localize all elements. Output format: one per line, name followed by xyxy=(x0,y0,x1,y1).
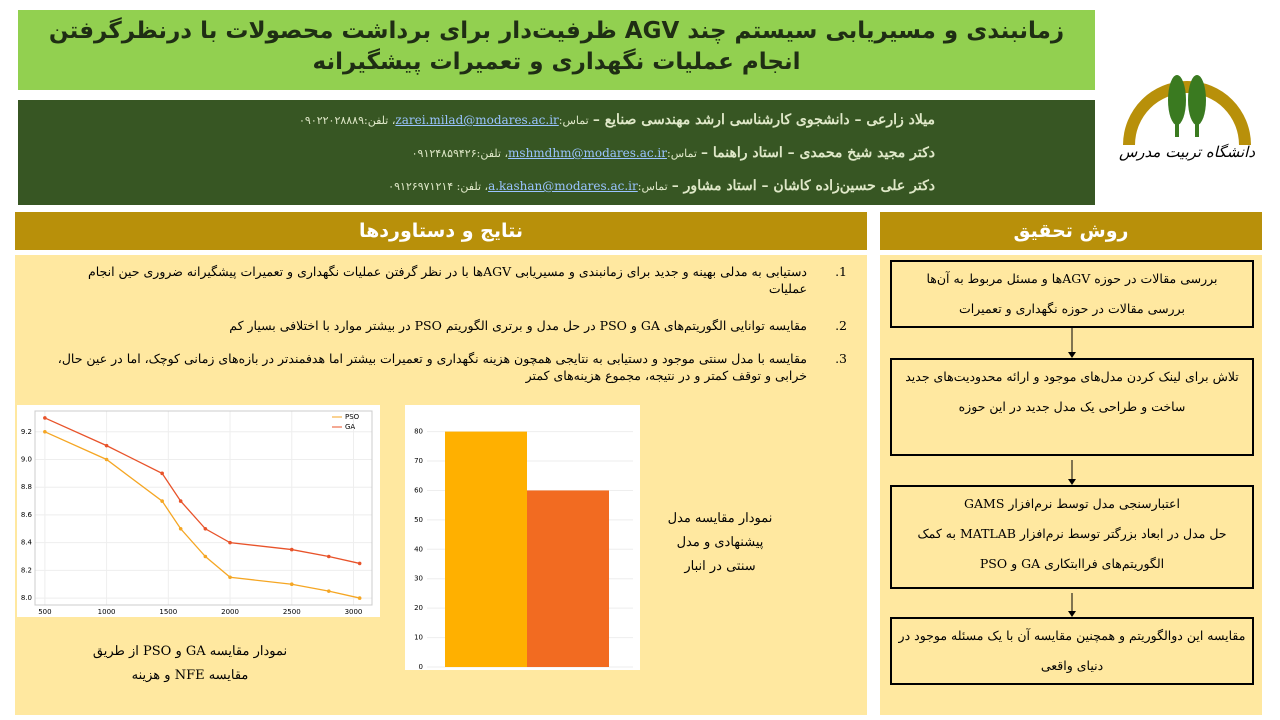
result-item: 3. مقایسه با مدل سنتی موجود و دستیابی به … xyxy=(47,350,847,384)
method-body: بررسی مقالات در حوزه AGVها و مسئل مربوط … xyxy=(880,255,1262,715)
y-tick-label: 80 xyxy=(414,428,423,436)
method-step: مقایسه این دوالگوریتم و همچنین مقایسه آن… xyxy=(890,617,1254,685)
line-chart: 8.0 8.2 8.4 8.6 8.8 9.0 9.2 500 1000 1500 2000 2500… xyxy=(17,405,380,617)
bar-chart-caption: نمودار مقایسه مدل پیشنهادی و مدل سنتی در… xyxy=(667,511,773,574)
logo-text: دانشگاه تربیت مدرس xyxy=(1119,143,1255,161)
point xyxy=(357,561,362,566)
author-line: میلاد زارعی – دانشجوی کارشناسی ارشد مهند… xyxy=(28,104,935,137)
point xyxy=(160,471,164,476)
y-tick-label: 20 xyxy=(414,604,423,612)
step-line: حل مدل در ابعاد بزرگتر توسط نرم‌افزار MA… xyxy=(917,526,1227,571)
step-line: اعتبارسنجی مدل توسط نرم‌افزار GAMS xyxy=(964,496,1180,511)
item-text: مقایسه با مدل سنتی موجود و دستیابی به نت… xyxy=(57,351,807,383)
contact-label: تماس: xyxy=(558,114,589,127)
y-tick-label: 8.4 xyxy=(21,539,33,547)
y-tick-label: 9.2 xyxy=(21,428,32,436)
point xyxy=(357,596,362,600)
bar-chart: 0 10 20 30 40 50 60 70 80 xyxy=(405,405,640,670)
phone: ، تلفن:۰۹۱۲۴۸۵۹۴۲۶ xyxy=(411,147,509,160)
y-tick-label: 8.8 xyxy=(21,483,32,491)
arrow-head xyxy=(1068,611,1076,617)
arrow-head xyxy=(1068,352,1076,358)
results-heading: نتایج و دستاوردها xyxy=(15,212,867,250)
point xyxy=(326,589,331,593)
point xyxy=(326,554,331,559)
point xyxy=(104,457,109,462)
method-step: تلاش برای لینک کردن مدل‌های موجود و ارائ… xyxy=(890,358,1254,456)
email: a.kashan@modares.ac.ir xyxy=(488,179,638,193)
logo: دانشگاه تربیت مدرس xyxy=(1119,75,1255,161)
y-tick-label: 8.0 xyxy=(21,594,32,602)
point xyxy=(203,554,208,559)
y-tick-label: 0 xyxy=(419,663,423,670)
title: زمانبندی و مسیریابی سیستم چند AGV ظرفیت‌… xyxy=(18,10,1095,90)
bar xyxy=(445,431,527,667)
plot-frame xyxy=(34,410,373,606)
results-body: 8.0 8.2 8.4 8.6 8.8 9.0 9.2 500 1000 1500 2000 2500… xyxy=(15,255,867,715)
item-number: 2. xyxy=(835,318,847,333)
phone: ، تلفن: ۰۹۱۲۶۹۷۱۲۱۴ xyxy=(388,180,489,193)
phone: ، تلفن:۰۹۰۲۲۰۲۸۸۸۹ xyxy=(299,114,396,127)
y-tick-label: 30 xyxy=(414,575,423,583)
item-text: مقایسه توانایی الگوریتم‌های GA و PSO در … xyxy=(229,318,807,333)
step-line: بررسی مقالات در حوزه AGVها و مسئل مربوط … xyxy=(926,271,1218,286)
step-line: ساخت و طراحی یک مدل جدید در این حوزه xyxy=(958,399,1186,414)
point xyxy=(203,526,208,531)
legend-label: PSO xyxy=(345,413,360,421)
arrow-head xyxy=(1068,479,1076,485)
y-tick-label: 10 xyxy=(414,634,423,642)
method-step: بررسی مقالات در حوزه AGVها و مسئل مربوط … xyxy=(890,260,1254,328)
point xyxy=(43,416,47,420)
y-tick-label: 70 xyxy=(414,457,423,465)
result-item: 1. دستیابی به مدلی بهینه و جدید برای زمان… xyxy=(47,263,847,297)
point xyxy=(43,429,47,434)
x-tick-label: 1000 xyxy=(98,608,116,616)
email: mshmdhm@modares.ac.ir xyxy=(508,146,667,160)
step-line: تلاش برای لینک کردن مدل‌های موجود و ارائ… xyxy=(905,369,1239,384)
contact-label: تماس: xyxy=(637,180,668,193)
step-line: مقایسه این دوالگوریتم و همچنین مقایسه آن… xyxy=(898,628,1246,673)
line-chart-caption: نمودار مقایسه GA و PSO از طریق مقایسه NF… xyxy=(92,644,288,683)
authors: میلاد زارعی – دانشجوی کارشناسی ارشد مهند… xyxy=(18,100,1095,205)
item-number: 1. xyxy=(835,264,847,279)
y-tick-label: 8.2 xyxy=(21,566,32,574)
arrows xyxy=(1068,328,1076,617)
y-tick-label: 60 xyxy=(414,486,423,494)
point xyxy=(104,443,109,448)
contact-label: تماس: xyxy=(666,147,697,160)
x-tick-label: 2000 xyxy=(221,608,239,616)
y-tick-label: 9.0 xyxy=(21,456,32,464)
item-text: دستیابی به مدلی بهینه و جدید برای زمانبن… xyxy=(87,264,807,296)
email: zarei.milad@modares.ac.ir xyxy=(395,113,559,127)
author-name: میلاد زارعی – دانشجوی کارشناسی ارشد مهند… xyxy=(592,112,935,128)
point xyxy=(160,499,164,503)
x-tick-label: 2500 xyxy=(283,608,301,616)
method-heading: روش تحقیق xyxy=(880,212,1262,250)
legend-label: GA xyxy=(345,423,355,431)
y-tick-label: 50 xyxy=(414,516,423,524)
point xyxy=(228,540,232,545)
author-name: دکتر علی حسین‌زاده کاشان – استاد مشاور – xyxy=(671,178,935,194)
x-tick-label: 3000 xyxy=(345,608,363,616)
x-tick-label: 1500 xyxy=(159,608,177,616)
author-line: دکتر علی حسین‌زاده کاشان – استاد مشاور –… xyxy=(28,170,935,203)
step-line: بررسی مقالات در حوزه نگهداری و تعمیرات xyxy=(959,301,1185,316)
result-item: 2. مقایسه توانایی الگوریتم‌های GA و PSO د… xyxy=(47,317,847,334)
point xyxy=(289,582,294,587)
point xyxy=(289,547,294,552)
y-tick-label: 8.6 xyxy=(21,511,33,519)
bar xyxy=(527,490,609,667)
method-step: اعتبارسنجی مدل توسط نرم‌افزار GAMS حل مدل… xyxy=(890,485,1254,589)
point xyxy=(228,575,232,580)
author-line: دکتر مجید شیخ محمدی – استاد راهنما – تما… xyxy=(28,137,935,170)
y-tick-label: 40 xyxy=(414,545,423,553)
point xyxy=(178,526,183,531)
x-tick-label: 500 xyxy=(38,608,51,616)
line-series xyxy=(44,417,360,565)
author-name: دکتر مجید شیخ محمدی – استاد راهنما – xyxy=(701,145,935,161)
item-number: 3. xyxy=(835,351,847,366)
point xyxy=(178,499,183,503)
